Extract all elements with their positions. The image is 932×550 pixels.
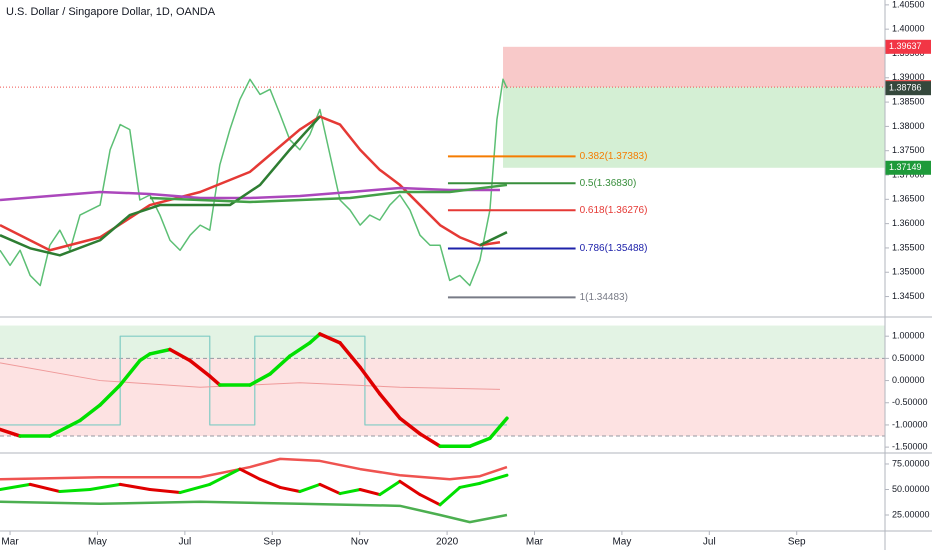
line-series [0, 115, 508, 257]
y-tick-label: 1.36500 [892, 194, 925, 204]
price-tag-label: 1.39637 [889, 41, 922, 51]
line-series [0, 457, 508, 481]
band [0, 325, 885, 359]
y-tick-label: 1.35500 [892, 242, 925, 252]
price-tag-label: 1.38786 [889, 83, 922, 93]
fib-label: 0.5(1.36830) [580, 178, 637, 189]
y-tick-label: 1.34500 [892, 291, 925, 301]
x-tick-label: May [88, 537, 107, 548]
indicator-segment [148, 347, 172, 356]
indicator-segment [208, 467, 242, 486]
y-tick-label: 1.37500 [892, 145, 925, 155]
indicator-segment [188, 358, 212, 378]
indicator-segment [358, 487, 382, 497]
indicator-segment [418, 432, 442, 448]
indicator-segment [258, 477, 282, 489]
indicator-segment [148, 487, 182, 495]
indicator-segment [488, 416, 509, 440]
price-tag [885, 160, 931, 175]
y-tick-label: 1.40500 [892, 0, 925, 9]
indicator-segment [88, 482, 122, 491]
target-zone [503, 87, 885, 168]
y-tick-label: 1.00000 [892, 331, 925, 341]
indicator-segment [58, 487, 92, 494]
y-tick-label: 1.38000 [892, 121, 925, 131]
indicator-segment [118, 482, 152, 491]
indicator-segment [468, 436, 492, 448]
line-series [149, 183, 508, 204]
indicator-segment [318, 332, 342, 345]
indicator-segment [338, 487, 362, 496]
x-tick-label: May [612, 537, 631, 548]
line-series [0, 186, 500, 202]
indicator-segment [338, 341, 362, 370]
indicator-segment [308, 332, 322, 345]
y-tick-label: 1.35000 [892, 267, 925, 277]
indicator-segment [268, 354, 292, 376]
indicator-segment [208, 374, 222, 387]
y-tick-label: 1.38500 [892, 96, 925, 106]
indicator-segment [238, 467, 262, 481]
x-tick-label: Sep [263, 537, 281, 548]
y-tick-label: 1.40000 [892, 24, 925, 34]
indicator-segment [298, 482, 322, 494]
y-tick-label: 0.00000 [892, 375, 925, 385]
indicator-segment [0, 482, 32, 491]
fib-label: 0.786(1.35488) [580, 243, 648, 254]
indicator-segment [28, 482, 62, 494]
x-tick-label: Mar [526, 537, 544, 548]
indicator-segment [178, 482, 212, 495]
band [0, 358, 885, 437]
y-tick-label: 50.00000 [892, 484, 930, 494]
indicator-segment [0, 427, 22, 438]
indicator-segment [378, 392, 402, 421]
indicator-segment [398, 416, 422, 436]
indicator-segment [138, 352, 152, 363]
line-series [0, 500, 508, 524]
indicator-segment [78, 403, 102, 423]
x-tick-label: Jul [178, 537, 191, 548]
line-series [0, 78, 508, 287]
x-tick-label: Nov [351, 537, 369, 548]
fib-label: 0.618(1.36276) [580, 205, 648, 216]
indicator-segment [378, 479, 402, 497]
y-tick-label: -1.00000 [892, 419, 928, 429]
y-tick-label: 25.00000 [892, 509, 930, 519]
indicator-segment [358, 365, 382, 396]
y-tick-label: -1.50000 [892, 441, 928, 451]
y-tick-label: 75.00000 [892, 458, 930, 468]
indicator-segment [478, 473, 509, 485]
price-tag [885, 39, 931, 54]
indicator-segment [118, 358, 142, 387]
indicator-segment [398, 479, 422, 497]
indicator-segment [438, 485, 462, 507]
price-tag [885, 81, 931, 96]
indicator-segment [98, 383, 122, 407]
line-series [0, 115, 501, 252]
y-tick-label: 1.36000 [892, 218, 925, 228]
indicator-segment [418, 493, 442, 507]
y-tick-label: -0.50000 [892, 397, 928, 407]
fib-label: 0.382(1.37383) [580, 151, 648, 162]
indicator-segment [318, 482, 342, 496]
indicator-segment [48, 418, 82, 438]
indicator-segment [458, 481, 482, 489]
x-tick-label: Jul [703, 537, 716, 548]
y-tick-label: 1.39000 [892, 72, 925, 82]
x-tick-label: Sep [788, 537, 806, 548]
x-tick-label: Mar [1, 537, 19, 548]
indicator-segment [248, 372, 272, 387]
indicator-segment [168, 347, 192, 363]
indicator-segment [288, 341, 312, 358]
fib-label: 1(1.34483) [580, 292, 628, 303]
price-tag-label: 1.37149 [889, 162, 922, 172]
line-series [0, 335, 507, 426]
indicator-segment [278, 485, 302, 494]
x-tick-label: 2020 [436, 537, 459, 548]
chart-title: U.S. Dollar / Singapore Dollar, 1D, OAND… [6, 6, 216, 18]
stop-zone [503, 46, 885, 88]
y-tick-label: 0.50000 [892, 353, 925, 363]
